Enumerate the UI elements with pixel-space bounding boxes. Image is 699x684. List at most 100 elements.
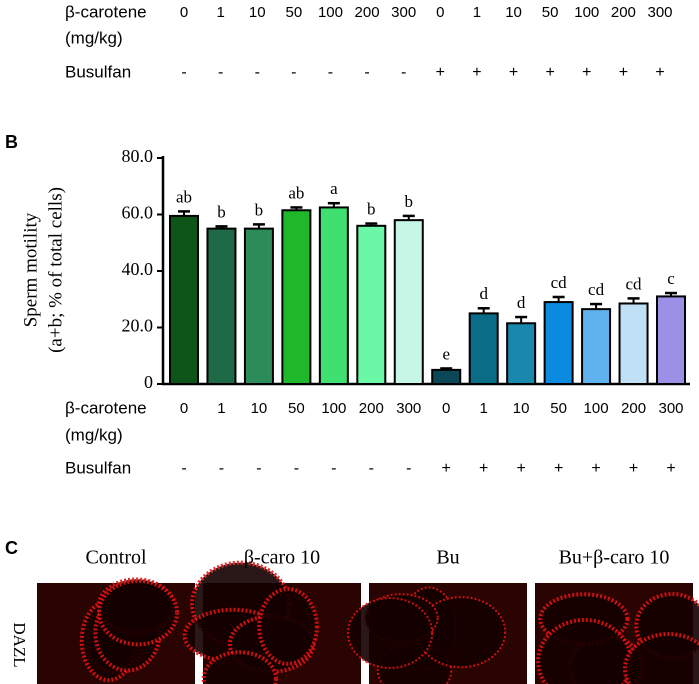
x-tick-label: 200 bbox=[359, 400, 384, 417]
top-busulfan-sign: + bbox=[472, 64, 481, 81]
top-row-label: β-carotene bbox=[65, 2, 147, 21]
x-tick-label: 1 bbox=[480, 400, 488, 417]
x-tick-label: 200 bbox=[621, 400, 646, 417]
busulfan-label: Busulfan bbox=[65, 458, 131, 477]
bar bbox=[543, 301, 574, 386]
significance-label: a bbox=[330, 179, 338, 198]
top-busulfan-sign: + bbox=[436, 64, 445, 81]
top-tick-label: 300 bbox=[391, 4, 416, 21]
micrographs bbox=[37, 560, 699, 684]
significance-label: d bbox=[517, 293, 526, 312]
x-tick-label: 300 bbox=[658, 400, 683, 417]
top-busulfan-sign: - bbox=[291, 64, 296, 81]
x-tick-label: 1 bbox=[217, 400, 225, 417]
tubule bbox=[536, 617, 634, 684]
top-tick-label: 0 bbox=[436, 4, 444, 21]
top-tick-label: 300 bbox=[647, 4, 672, 21]
busulfan-sign: - bbox=[181, 460, 186, 477]
row-label: DAZL bbox=[10, 622, 29, 667]
significance-label: d bbox=[479, 284, 488, 303]
top-busulfan-sign: + bbox=[582, 64, 591, 81]
y-tick-label: 40.0 bbox=[122, 259, 154, 279]
x-tick-label: 50 bbox=[288, 400, 305, 417]
significance-label: ab bbox=[176, 187, 192, 206]
top-busulfan-sign: - bbox=[255, 64, 260, 81]
top-row-unit: (mg/kg) bbox=[65, 28, 123, 47]
top-tick-label: 1 bbox=[473, 4, 481, 21]
bar bbox=[206, 227, 237, 385]
top-busulfan-sign: + bbox=[619, 64, 628, 81]
top-tick-label: 100 bbox=[574, 4, 599, 21]
significance-label: ab bbox=[288, 183, 304, 202]
y-tick-label: 20.0 bbox=[122, 316, 154, 336]
bar bbox=[243, 227, 274, 385]
significance-label: b bbox=[217, 202, 226, 221]
tubule bbox=[201, 650, 278, 684]
top-busulfan-sign: + bbox=[509, 64, 518, 81]
top-tick-label: 100 bbox=[318, 4, 343, 21]
x-tick-label: 50 bbox=[550, 400, 567, 417]
significance-label: c bbox=[667, 269, 675, 288]
x-tick-label: 0 bbox=[442, 400, 450, 417]
panel-label: C bbox=[5, 538, 18, 558]
top-tick-label: 10 bbox=[249, 4, 266, 21]
significance-label: b bbox=[367, 199, 376, 218]
tubule bbox=[97, 578, 180, 647]
top-tick-label: 200 bbox=[611, 4, 636, 21]
x-tick-label: 10 bbox=[251, 400, 268, 417]
x-tick-label: 0 bbox=[180, 400, 188, 417]
top-tick-label: 50 bbox=[542, 4, 559, 21]
busulfan-sign: + bbox=[516, 460, 525, 477]
top-tick-label: 200 bbox=[355, 4, 380, 21]
bar bbox=[618, 302, 649, 385]
busulfan-sign: - bbox=[256, 460, 261, 477]
significance-label: b bbox=[255, 200, 264, 219]
tubule bbox=[622, 632, 699, 684]
busulfan-sign: - bbox=[406, 460, 411, 477]
top-tick-label: 0 bbox=[180, 4, 188, 21]
y-tick-label: 60.0 bbox=[122, 203, 154, 223]
busulfan-sign: - bbox=[369, 460, 374, 477]
top-busulfan-sign: - bbox=[218, 64, 223, 81]
column-label: Control bbox=[85, 547, 147, 569]
y-axis-label: (a+b; % of total cells) bbox=[45, 187, 66, 353]
x-tick-label: 100 bbox=[584, 400, 609, 417]
bar bbox=[393, 219, 424, 385]
tubule bbox=[347, 597, 434, 669]
bar bbox=[169, 214, 199, 385]
significance-label: cd bbox=[551, 273, 568, 292]
busulfan-sign: - bbox=[331, 460, 336, 477]
top-busulfan-sign: - bbox=[401, 64, 406, 81]
top-busulfan-sign: - bbox=[328, 64, 333, 81]
top-busulfan-label: Busulfan bbox=[65, 62, 131, 81]
row-unit: (mg/kg) bbox=[65, 425, 123, 444]
busulfan-sign: + bbox=[591, 460, 600, 477]
column-label: Bu bbox=[436, 547, 459, 569]
bar bbox=[281, 209, 312, 385]
significance-label: cd bbox=[626, 274, 643, 293]
bar bbox=[656, 295, 686, 385]
top-busulfan-sign: + bbox=[545, 64, 554, 81]
y-axis-label: Sperm motility bbox=[20, 212, 41, 327]
bar bbox=[431, 368, 462, 385]
column-label: Bu+β-caro 10 bbox=[559, 547, 670, 569]
y-tick-label: 80.0 bbox=[122, 146, 154, 166]
top-tick-label: 10 bbox=[505, 4, 522, 21]
bar bbox=[581, 308, 612, 386]
x-tick-label: 100 bbox=[321, 400, 346, 417]
significance-label: cd bbox=[588, 280, 605, 299]
busulfan-sign: - bbox=[219, 460, 224, 477]
busulfan-sign: + bbox=[479, 460, 488, 477]
column-label: β-caro 10 bbox=[244, 547, 320, 569]
x-tick-label: 10 bbox=[513, 400, 530, 417]
busulfan-sign: + bbox=[666, 460, 675, 477]
bar bbox=[318, 206, 349, 385]
busulfan-sign: + bbox=[629, 460, 638, 477]
bar bbox=[356, 224, 387, 385]
row-label: β-carotene bbox=[65, 398, 147, 417]
bar bbox=[506, 322, 537, 386]
top-busulfan-sign: - bbox=[364, 64, 369, 81]
tubule bbox=[257, 586, 319, 666]
busulfan-sign: + bbox=[442, 460, 451, 477]
